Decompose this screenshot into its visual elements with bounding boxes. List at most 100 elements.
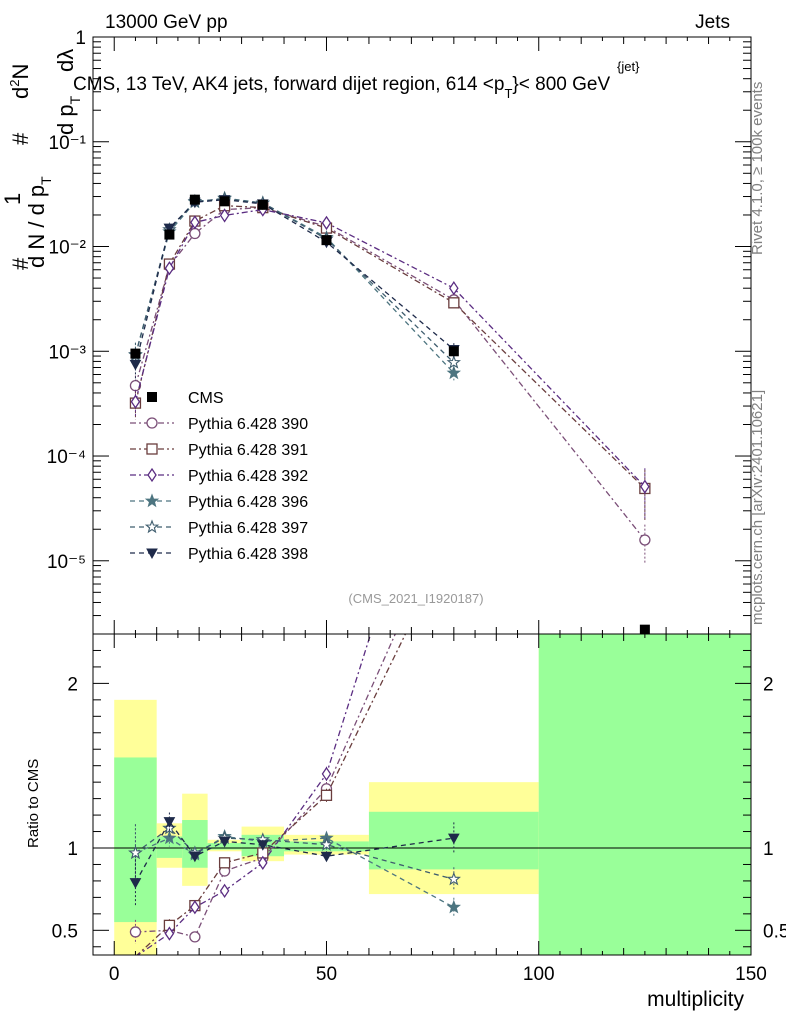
series-4-ratio-point-0 xyxy=(128,845,143,860)
series-5-ratio-point-4 xyxy=(256,840,269,851)
cms-point-5 xyxy=(321,235,332,246)
series-0-line xyxy=(134,206,646,541)
legend-marker-3 xyxy=(144,493,160,508)
x-tick-label-50: 50 xyxy=(316,964,337,985)
cms-point-4 xyxy=(257,199,268,210)
series-5-ratio-point-5 xyxy=(320,851,333,863)
series-5-point-0 xyxy=(129,359,142,371)
y-label-d: d xyxy=(8,87,33,99)
cms-point-7 xyxy=(639,624,650,634)
series-3-ratio-point-1 xyxy=(162,830,177,845)
green-band-bin-7 xyxy=(538,634,751,955)
legend: CMS Pythia 6.428 390 Pythia 6.428 391 Pythi… xyxy=(130,390,308,563)
series-2-ratio-point-4 xyxy=(258,855,268,870)
main-frame xyxy=(92,36,752,635)
y-axis-label: # 1 d N / d pT # d2N d pT dλ xyxy=(0,49,83,270)
plot-title-sub: T xyxy=(504,86,512,101)
cms-data-points xyxy=(130,194,650,634)
series-1-point-6 xyxy=(448,297,460,309)
y-tick-label-4: 10⁻⁴ xyxy=(47,447,86,468)
y-tick-label-1: 10⁻¹ xyxy=(49,133,87,154)
y-tick-label-2: 10⁻² xyxy=(49,238,87,259)
legend-label-1: Pythia 6.428 391 xyxy=(188,442,308,459)
series-2-point-0 xyxy=(130,394,141,409)
series-5-ratio-point-0 xyxy=(129,878,142,889)
series-2-point-6 xyxy=(449,281,459,296)
x-axis-label: multiplicity xyxy=(647,988,744,1011)
series-2-point-2 xyxy=(190,215,200,230)
y-label-dndpt-main: d N / d p xyxy=(24,185,49,268)
series-5-ratio-point-6 xyxy=(447,833,460,845)
y-label-dndpt: d N / d pT xyxy=(24,176,54,268)
energy-label: 13000 GeV pp xyxy=(105,12,228,33)
series-5-point-1 xyxy=(163,223,176,235)
y-label-n: N xyxy=(8,64,33,80)
y-label-one: 1 xyxy=(0,193,25,205)
series-0-point-7 xyxy=(639,534,651,546)
series-5-line xyxy=(134,199,455,365)
series-3-point-6 xyxy=(446,365,461,380)
series-2-point-1 xyxy=(164,261,175,276)
series-5-ratio-point-1 xyxy=(163,817,176,828)
legend-label-0: Pythia 6.428 390 xyxy=(188,416,308,433)
cms-point-1 xyxy=(164,229,175,240)
series-2-ratio-point-1 xyxy=(164,926,175,941)
ratio-tick-label-right-2: 2 xyxy=(763,674,774,695)
series-3-ratio-point-6 xyxy=(446,899,461,914)
ratio-tick-label-left-2: 2 xyxy=(67,674,78,695)
ratio-frame xyxy=(92,633,752,956)
legend-marker-0 xyxy=(146,417,158,429)
y-label-hash-2: # xyxy=(8,132,33,145)
axes: 0 50 100 150 1 10⁻¹ 10⁻² 10⁻³ 10⁻⁴ 10⁻⁵ 0.5 0.5 1 1 2 2 xyxy=(47,28,786,985)
legend-marker-2 xyxy=(147,467,157,483)
series-4-point-6 xyxy=(446,355,461,369)
y-label-dpt: d pT xyxy=(53,95,83,135)
series-2-ratio-point-3 xyxy=(219,883,230,898)
y-tick-label-5: 10⁻⁵ xyxy=(47,552,86,573)
legend-marker-1 xyxy=(146,443,158,455)
legend-label-5: Pythia 6.428 398 xyxy=(188,546,308,563)
y-label-exp: 2 xyxy=(7,80,22,87)
plot-title-sup: {jet} xyxy=(617,59,640,74)
y-label-d2n: d2N xyxy=(7,64,33,99)
x-tick-label-0: 0 xyxy=(109,964,120,985)
series-2-point-7 xyxy=(640,479,650,494)
cms-point-2 xyxy=(189,194,200,205)
series-2-ratio-point-5 xyxy=(321,766,332,782)
green-band-bin-0 xyxy=(114,757,157,923)
series-1-ratio-point-3 xyxy=(218,857,231,869)
ratio-tick-label-right-0: 0.5 xyxy=(763,921,786,942)
ratio-tick-label-left-1: 1 xyxy=(67,839,78,860)
mcplots-label: mcplots.cern.ch [arXiv:2401.10621] xyxy=(749,390,766,625)
y-label-hash-1: # xyxy=(8,257,33,270)
series-5-ratio-point-3 xyxy=(218,836,231,848)
process-label: Jets xyxy=(695,12,730,33)
plot-title: CMS, 13 TeV, AK4 jets, forward dijet reg… xyxy=(73,74,610,101)
y-label-dpt-sub: T xyxy=(67,95,83,104)
series-1-ratio-point-5 xyxy=(320,789,333,801)
ratio-axis-label: Ratio to CMS xyxy=(25,759,42,848)
x-tick-label-100: 100 xyxy=(523,964,555,985)
plot-title-main: CMS, 13 TeV, AK4 jets, forward dijet reg… xyxy=(73,74,504,95)
legend-marker-cms xyxy=(147,392,157,402)
ratio-tick-label-right-1: 1 xyxy=(763,839,774,860)
series-2-ratio-point-2 xyxy=(190,900,200,915)
ratio-tick-label-left-0: 0.5 xyxy=(52,921,78,942)
y-tick-label-0: 1 xyxy=(75,28,86,49)
series-0-point-2 xyxy=(189,227,201,240)
y-label-dndpt-sub: T xyxy=(38,176,54,185)
series-2-ratio-line xyxy=(136,634,372,955)
green-band-bin-1 xyxy=(156,836,183,858)
ratio-uncertainty-bands xyxy=(114,634,751,955)
y-tick-label-3: 10⁻³ xyxy=(49,342,87,363)
series-4-ratio-point-6 xyxy=(446,871,461,886)
legend-label-cms: CMS xyxy=(188,390,224,407)
series-2-point-5 xyxy=(321,215,332,231)
series-2-point-3 xyxy=(219,208,230,223)
series-3-line xyxy=(134,197,455,374)
y-label-dlambda: dλ xyxy=(53,49,78,72)
series-5-ratio-point-2 xyxy=(189,851,201,863)
plot-title-end: }< 800 GeV xyxy=(512,74,610,95)
legend-marker-4 xyxy=(144,519,160,534)
